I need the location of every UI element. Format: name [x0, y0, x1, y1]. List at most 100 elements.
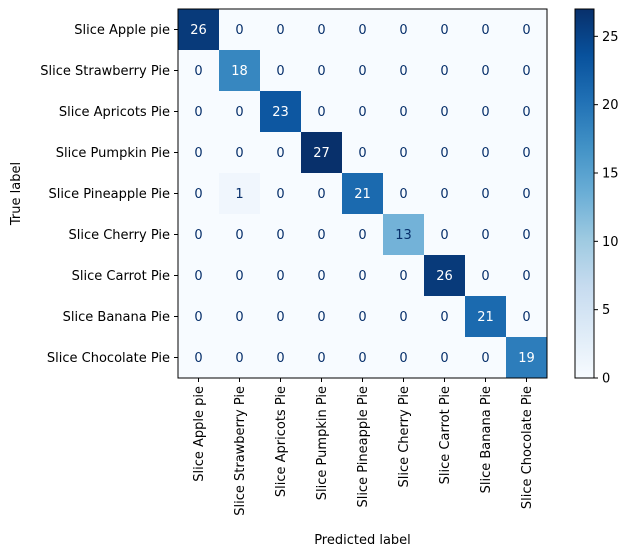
heatmap-cell: [260, 337, 302, 379]
cell-value-label: 0: [276, 269, 284, 284]
heatmap-cell: [301, 255, 343, 297]
heatmap-cell: [506, 337, 548, 379]
cell-value-label: 0: [235, 23, 243, 38]
cell-value-label: 27: [313, 146, 330, 161]
cell-value-label: 0: [276, 23, 284, 38]
cell-value-label: 0: [194, 146, 202, 161]
heatmap-cell: [465, 173, 507, 215]
heatmap-cell: [383, 214, 425, 256]
cell-value-label: 0: [194, 310, 202, 325]
cell-value-label: 0: [194, 105, 202, 120]
x-tick-labels: Slice Apple pie Slice Strawberry Pie Slice…: [192, 378, 535, 516]
heatmap-cell: [219, 296, 261, 338]
cell-value-label: 0: [522, 269, 530, 284]
heatmap-cell: [219, 214, 261, 256]
heatmap-cell: [383, 132, 425, 174]
heatmap-cell: [465, 9, 507, 51]
heatmap-cell: [424, 173, 466, 215]
heatmap-cell: [178, 132, 220, 174]
cell-value-label: 0: [358, 310, 366, 325]
cell-value-label: 0: [276, 187, 284, 202]
cell-value-label: 1: [235, 187, 243, 202]
cell-value-label: 0: [522, 187, 530, 202]
cell-value-label: 0: [481, 23, 489, 38]
y-tick-label: Slice Pineapple Pie: [48, 187, 170, 202]
heatmap-cell: [506, 296, 548, 338]
heatmap-cell: [383, 173, 425, 215]
heatmap-cell: [506, 91, 548, 133]
cell-value-label: 0: [522, 310, 530, 325]
colorbar-ticks: 0 5 10 15 20 25: [594, 30, 619, 387]
cell-value-label: 0: [235, 105, 243, 120]
cell-value-label: 0: [440, 228, 448, 243]
heatmap-cell: [383, 91, 425, 133]
cell-value-label: 0: [440, 64, 448, 79]
heatmap-cell: [506, 255, 548, 297]
colorbar-tick-label: 10: [602, 235, 619, 250]
x-tick-label: Slice Banana Pie: [479, 386, 494, 493]
heatmap-cell: [260, 214, 302, 256]
cell-value-label: 0: [194, 64, 202, 79]
heatmap-cell: [424, 214, 466, 256]
heatmap-cell: [301, 214, 343, 256]
heatmap-cell: [342, 50, 384, 92]
heatmap-cell: [178, 337, 220, 379]
cell-value-label: 18: [231, 64, 248, 79]
colorbar: [574, 8, 595, 379]
heatmap-cells: 26 0 0 0 0 0 0 0 0 0 18 0 0 0 0 0 0 0 0 0 23 0 0 0 0 0 0 0 0 0 27 0 0 0 0 0…: [178, 9, 548, 379]
heatmap-cell: [178, 214, 220, 256]
cell-value-label: 0: [522, 146, 530, 161]
x-tick-label: Slice Apricots Pie: [274, 386, 289, 497]
cell-value-label: 19: [518, 351, 535, 366]
heatmap-cell: [383, 337, 425, 379]
colorbar-tick-label: 5: [602, 303, 610, 318]
x-tick-label: Slice Cherry Pie: [397, 386, 412, 488]
cell-value-label: 0: [194, 228, 202, 243]
cell-value-label: 0: [235, 269, 243, 284]
heatmap-cell: [424, 337, 466, 379]
cell-value-label: 0: [276, 351, 284, 366]
cell-value-label: 0: [235, 146, 243, 161]
cell-value-label: 0: [276, 146, 284, 161]
heatmap-cell: [301, 91, 343, 133]
x-tick-label: Slice Pineapple Pie: [356, 386, 371, 508]
colorbar-tick-label: 15: [602, 167, 619, 182]
y-tick-label: Slice Strawberry Pie: [40, 64, 170, 79]
heatmap-cell: [260, 50, 302, 92]
cell-value-label: 0: [276, 228, 284, 243]
y-tick-labels: Slice Apple pie Slice Strawberry Pie Slice…: [40, 23, 178, 366]
heatmap-cell: [506, 9, 548, 51]
heatmap-cell: [465, 214, 507, 256]
cell-value-label: 13: [395, 228, 412, 243]
heatmap-cell: [260, 173, 302, 215]
cell-value-label: 0: [440, 105, 448, 120]
x-axis-label: Predicted label: [314, 533, 411, 548]
heatmap-cell: [424, 255, 466, 297]
cell-value-label: 0: [317, 105, 325, 120]
cell-value-label: 0: [194, 351, 202, 366]
heatmap-cell: [260, 255, 302, 297]
cell-value-label: 0: [481, 146, 489, 161]
heatmap-cell: [465, 296, 507, 338]
heatmap-cell: [178, 255, 220, 297]
colorbar-tick-label: 0: [602, 372, 610, 387]
cell-value-label: 0: [235, 351, 243, 366]
y-tick-label: Slice Banana Pie: [63, 310, 170, 325]
heatmap-cell: [219, 132, 261, 174]
cell-value-label: 23: [272, 105, 289, 120]
cell-value-label: 0: [481, 64, 489, 79]
heatmap-cell: [342, 91, 384, 133]
colorbar-tick-label: 25: [602, 30, 619, 45]
cell-value-label: 0: [440, 146, 448, 161]
heatmap-cell: [260, 9, 302, 51]
cell-value-label: 0: [358, 228, 366, 243]
cell-value-label: 0: [317, 310, 325, 325]
cell-value-label: 0: [276, 64, 284, 79]
heatmap-cell: [506, 214, 548, 256]
heatmap-cell: [465, 132, 507, 174]
cell-value-label: 0: [317, 23, 325, 38]
cell-value-label: 0: [481, 269, 489, 284]
cell-value-label: 0: [440, 351, 448, 366]
heatmap-cell: [178, 9, 220, 51]
heatmap-cell: [342, 255, 384, 297]
